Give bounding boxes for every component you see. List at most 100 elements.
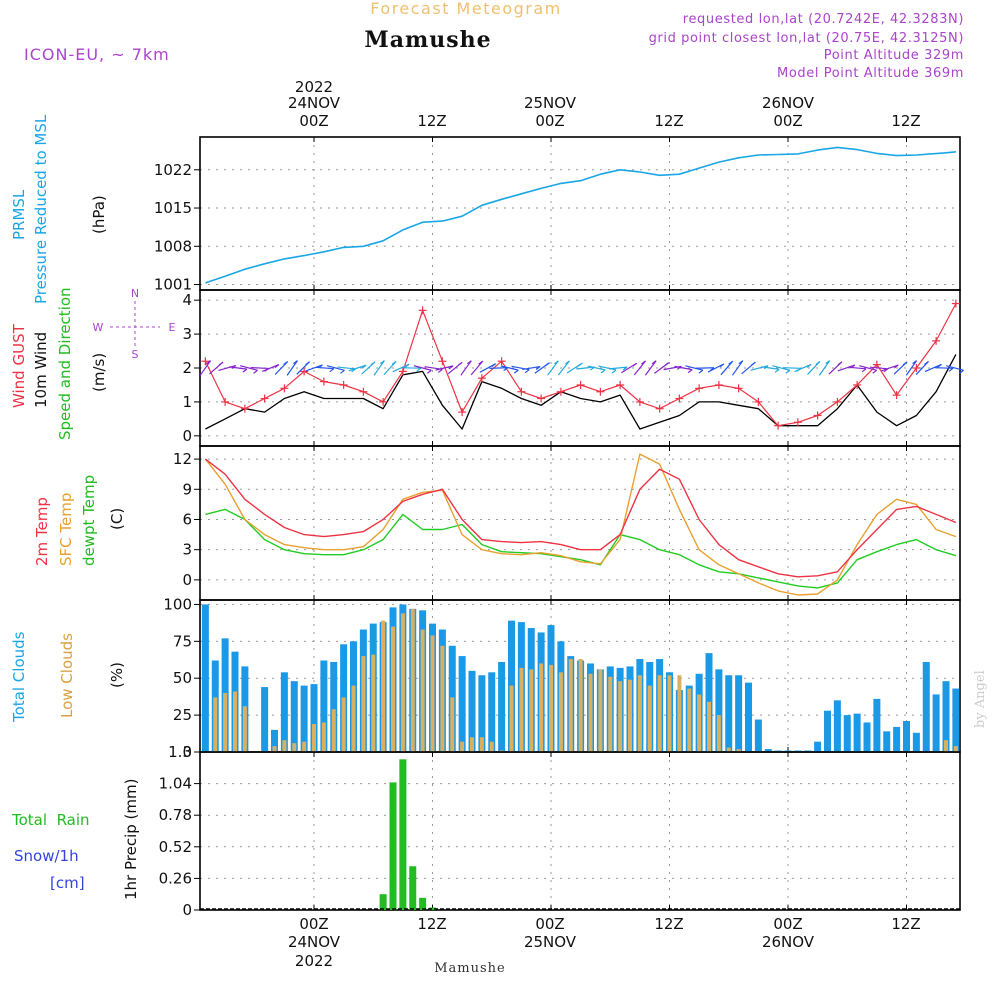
low-cloud-bar [371,654,376,752]
model-altitude: Model Point Altitude 369m [777,66,964,81]
top-hour-label: 12Z [891,112,920,130]
wind-label-2: 10m Wind [32,332,50,408]
total-cloud-bar [863,722,871,752]
top-day-label: 24NOV [288,94,341,112]
y-tick-label: 0 [182,743,192,761]
temp-label-3: dewpt Temp [80,475,98,566]
low-cloud-bar [667,675,672,752]
wind-arrow [905,360,918,376]
product-title: Forecast Meteogram [370,0,561,18]
y-tick-label: 1015 [154,199,192,217]
wind-speed-line [205,354,957,430]
wind-arrow [535,366,541,371]
low-cloud-bar [558,672,563,752]
wind-arrow [937,363,942,368]
total-cloud-bar [893,726,901,752]
total-cloud-bar [932,694,940,752]
wind-label-1: Wind GUST [10,323,28,408]
precip-labels: Total Rain Snow/1h [cm] 1hr Precip (mm) [11,779,140,900]
wind-arrow [457,361,463,366]
total-cloud-bar [903,721,910,752]
bottom-hour-label: 00Z [299,915,328,933]
total-cloud-bar [814,741,822,752]
wind-arrow [206,360,211,365]
wind-arrow [761,366,780,370]
wind-arrow [329,368,335,373]
precip-panel: 0 0.26 0.52 0.78 1.04 1.3 [159,743,961,919]
low-cloud-bar [588,673,593,752]
total-cloud-bar [310,684,318,752]
temp-2m-line [204,458,957,578]
y-tick-label: 75 [173,632,192,650]
wind-arrow [674,365,693,371]
wind-arrow [641,360,646,365]
wind-arrow [524,369,530,374]
top-hour-label: 00Z [535,112,564,130]
top-time-axis: 2022 24NOV 25NOV 26NOV 00Z 12Z 00Z 12Z 0… [288,78,921,130]
wind-arrow [872,369,878,374]
wind-arrow [893,364,899,369]
wind-unit: (m/s) [90,353,108,392]
total-cloud-bar [468,670,476,752]
low-cloud-bar [549,664,553,752]
low-cloud-bar [539,663,544,752]
total-cloud-bar [952,688,960,752]
wind-arrow [250,366,269,370]
low-cloud-bar [598,669,603,752]
wind-arrow [622,366,628,371]
low-cloud-bar [321,722,326,752]
wind-arrow [837,361,843,366]
y-tick-label: 9 [182,480,192,498]
y-tick-label: 1 [182,393,192,411]
y-tick-label: 0.26 [159,869,192,887]
low-cloud-bar [381,620,386,752]
y-tick-label: 1001 [154,276,192,294]
rain-bar [419,897,427,910]
total-cloud-bar [922,661,930,752]
wind-arrow [731,360,744,376]
low-cloud-bar [331,709,336,752]
y-tick-label: 4 [182,291,192,309]
total-cloud-bar [725,675,733,752]
temp-unit: (C) [108,508,126,530]
wind-arrow [337,366,356,370]
rain-bar [409,866,417,910]
wind-arrow [774,368,780,373]
low-cloud-bar [716,715,721,752]
pressure-label-2: Pressure Reduced to MSL [32,114,50,304]
y-tick-label: 3 [182,541,192,559]
wind-arrow [664,362,670,367]
low-cloud-bar [391,626,395,752]
low-cloud-bar [726,747,731,752]
wind-arrow [283,361,289,366]
wind-arrow [611,369,617,374]
wind-arrow [818,360,831,376]
low-cloud-bar [450,697,455,752]
wind-arrow [286,360,298,376]
top-hour-label: 00Z [299,112,328,130]
top-hour-label: 12Z [417,112,446,130]
wind-arrow [503,367,509,372]
precip-frame [199,751,961,911]
low-cloud-bar [479,737,484,752]
low-cloud-bar [509,685,514,752]
wind-arrow [379,360,385,365]
total-cloud-bar [843,715,851,752]
y-tick-label: 0 [182,427,192,445]
total-cloud-bar [912,732,920,752]
wind-arrow [239,365,258,371]
wind-labels: Wind GUST 10m Wind Speed and Direction (… [10,287,108,440]
wind-arrow [554,360,559,365]
y-tick-label: 12 [173,450,192,468]
wind-arrow [772,365,790,371]
total-cloud-bar [478,675,486,752]
low-cloud-bar [430,635,435,752]
clouds-panel: 0 25 50 75 100 [163,595,961,761]
compass-e: E [169,321,176,334]
y-tick-label: 100 [163,595,192,613]
requested-coords: requested lon,lat (20.7242E, 42.3283N) [683,12,964,27]
y-tick-label: 2 [182,359,192,377]
total-cloud-bar [201,604,209,752]
y-tick-label: 1008 [154,237,192,255]
wind-arrow [869,366,888,370]
